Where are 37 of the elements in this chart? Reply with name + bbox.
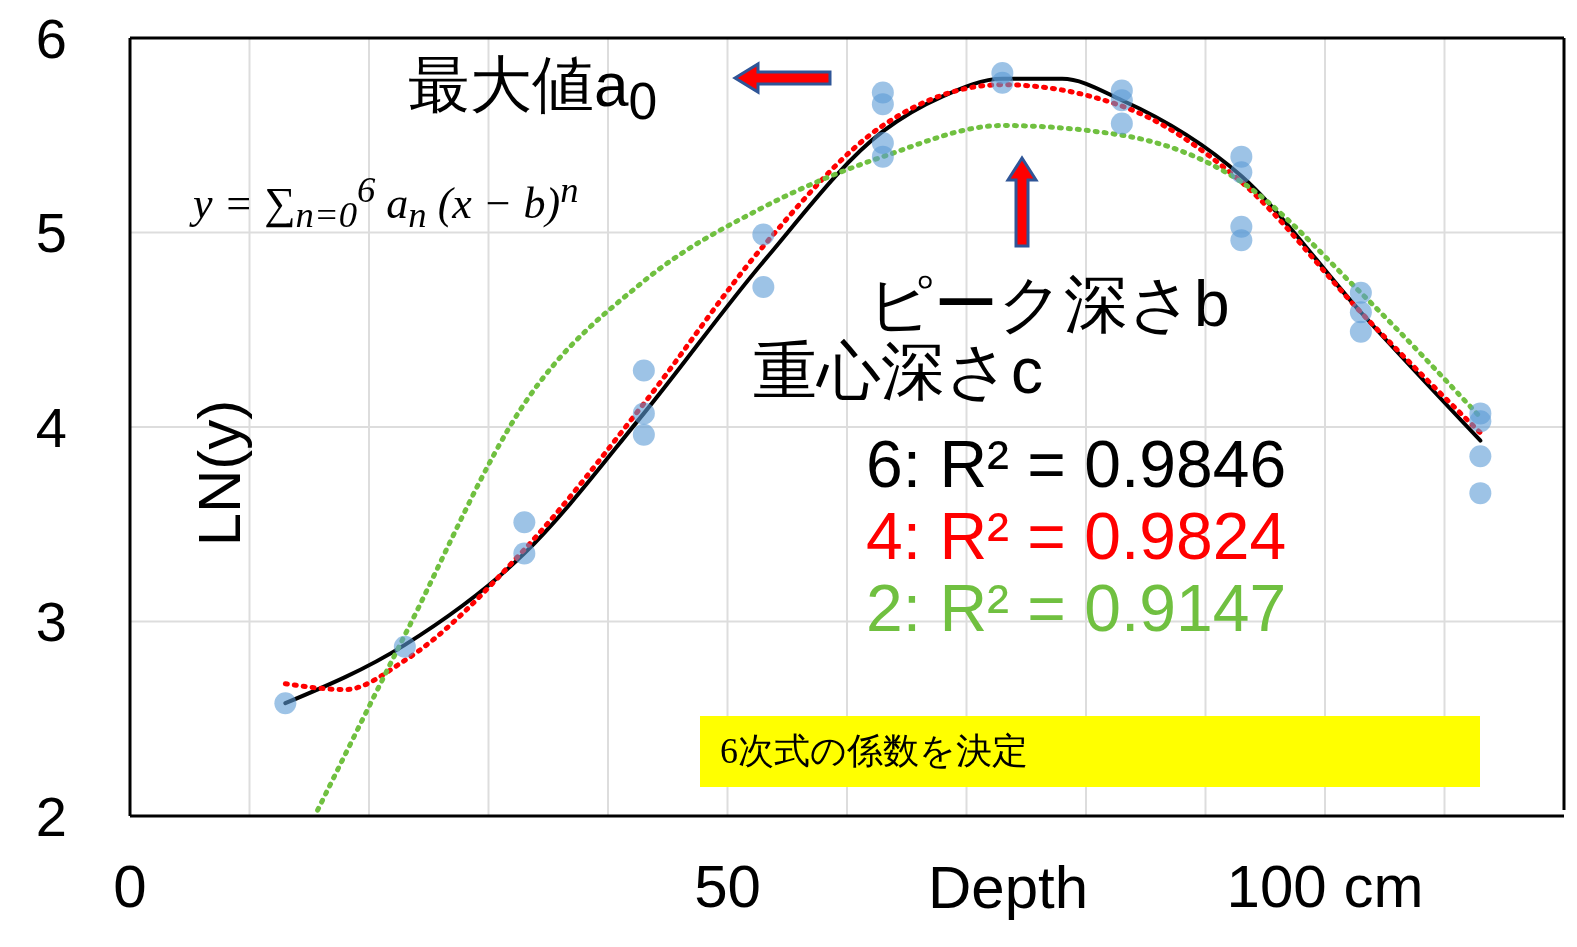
point [752,223,775,246]
point [871,93,894,116]
x-tick-label: 100 cm [1226,852,1424,920]
point [1469,445,1492,468]
point [1110,89,1133,112]
y-tick-label: 5 [35,201,67,265]
point [274,692,297,715]
y-tick-label: 3 [35,590,67,654]
y-tick-label: 2 [35,784,67,848]
point [513,542,536,565]
text: 6: R² = 0.9846 [866,427,1287,501]
point [1469,482,1492,505]
point [1349,301,1372,324]
point [871,145,894,168]
text: 2: R² = 0.9147 [866,571,1287,645]
point [1230,229,1253,252]
point [1349,320,1372,343]
x-axis-title: Depth [927,854,1089,921]
point [1469,410,1492,433]
note-box: 6次式の係数を決定 [700,716,1480,788]
point [752,275,775,298]
point [513,511,536,534]
y-tick-label: 6 [35,6,67,70]
x-tick-label: 50 [694,852,761,920]
point [991,71,1014,94]
text: 4: R² = 0.9824 [866,499,1287,573]
point [1110,112,1133,135]
annotation: 最大値a$_{0}$ [408,49,658,133]
y-tick-label: 4 [35,395,67,459]
point [632,402,655,425]
y-axis-title: LN(y) [186,399,253,547]
point [393,635,416,658]
point [1230,161,1253,184]
x-tick-label: 0 [113,852,147,920]
point [1349,281,1372,304]
point [632,359,655,382]
point [632,423,655,446]
